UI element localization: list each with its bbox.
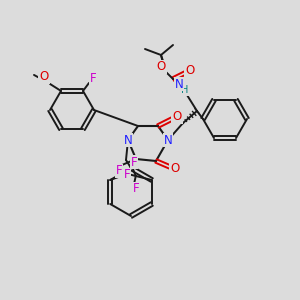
Text: F: F bbox=[133, 182, 139, 196]
Text: O: O bbox=[185, 64, 195, 77]
Text: O: O bbox=[172, 110, 182, 124]
Text: N: N bbox=[164, 134, 172, 146]
Text: N: N bbox=[175, 77, 183, 91]
Text: O: O bbox=[156, 61, 166, 74]
Text: O: O bbox=[39, 70, 49, 83]
Text: N: N bbox=[124, 134, 132, 146]
Text: F: F bbox=[90, 72, 96, 86]
Text: O: O bbox=[170, 163, 180, 176]
Text: F: F bbox=[130, 155, 137, 169]
Text: F: F bbox=[116, 164, 122, 178]
Text: H: H bbox=[181, 85, 189, 95]
Text: F: F bbox=[124, 169, 130, 182]
